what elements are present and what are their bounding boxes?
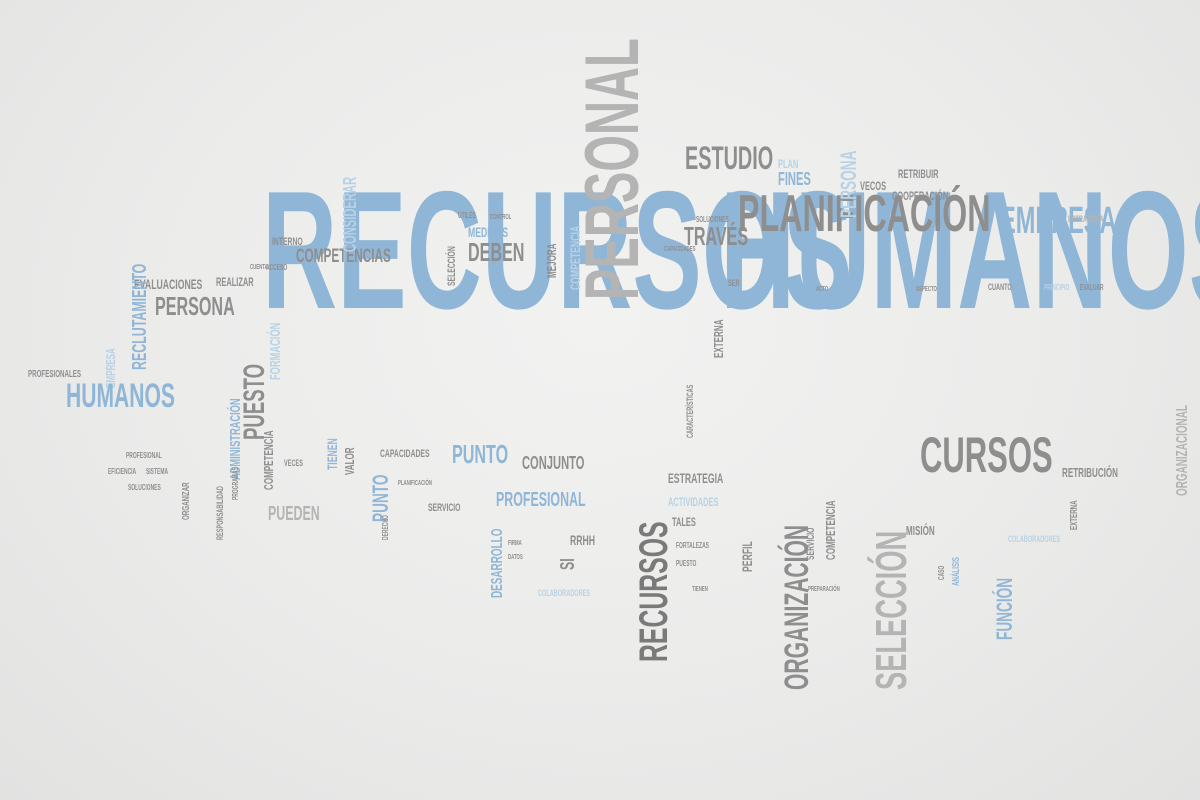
cloud-word: PROGRAMAS: [231, 467, 240, 500]
cloud-word: MISIÓN: [906, 522, 935, 538]
cloud-word: PLAN: [778, 157, 799, 172]
cloud-word: ANÁLISIS: [951, 557, 962, 586]
cloud-word: PLANIFICACIÓN: [738, 185, 991, 244]
cloud-word: EVALUAR: [1080, 282, 1104, 292]
cloud-word: PUESTO: [676, 558, 697, 568]
cloud-word: RETRIBUIR: [898, 167, 939, 182]
cloud-word: ÚTILES: [458, 210, 476, 220]
cloud-word: ESTUDIO: [685, 140, 774, 177]
cloud-word: VECOS: [860, 179, 887, 194]
cloud-word: CONJUNTO: [522, 452, 585, 473]
cloud-word: CUENTA: [250, 264, 268, 272]
cloud-word: FIRMA: [508, 540, 522, 548]
cloud-word: PROFESIONAL: [126, 450, 162, 460]
cloud-word: CONTROL: [490, 214, 512, 222]
cloud-word: HUMANOS: [720, 155, 1200, 344]
cloud-word: RECURSOS: [632, 521, 676, 662]
cloud-word: DATOS: [508, 554, 523, 562]
cloud-word: SISTEMA: [146, 466, 169, 476]
cloud-word: VECES: [284, 457, 303, 468]
cloud-word: FUNCIÓN: [992, 577, 1017, 640]
cloud-word: SERVICIO: [428, 502, 461, 515]
cloud-word: COMPETENCIA: [261, 430, 276, 490]
cloud-word: EXTERNA: [1069, 500, 1080, 530]
cloud-word: COOPERACIÓN: [892, 189, 949, 204]
cloud-word: FORMACIÓN: [267, 322, 284, 380]
cloud-word: EMPRESA: [1000, 199, 1117, 242]
cloud-word: CURSOS: [920, 427, 1053, 483]
cloud-word: SELECCIÓN: [867, 530, 916, 690]
cloud-word: TRAVÉS: [684, 221, 749, 252]
cloud-word: HUMANOS: [66, 376, 175, 415]
cloud-word: COMPETENCIA: [823, 500, 838, 560]
cloud-word: PERFIL: [739, 541, 755, 572]
cloud-word: PROFESIONAL: [496, 489, 586, 511]
cloud-word: RRHH: [570, 531, 596, 548]
cloud-word: PERSONAL: [570, 38, 655, 301]
cloud-word: TIENEN: [692, 586, 708, 594]
cloud-word: PROFESIONALES: [28, 369, 82, 380]
cloud-word: PERSONA: [155, 291, 235, 322]
cloud-word: PUESTO: [238, 363, 271, 440]
cloud-word: RETRIBUCIÓN: [1062, 464, 1118, 480]
cloud-word: SERVICIO: [805, 527, 817, 560]
cloud-word: INTERNO: [272, 236, 303, 249]
cloud-word: CARACTERÍSTICAS: [685, 384, 695, 438]
cloud-word: EXTERNA: [711, 319, 726, 358]
cloud-word: SER: [728, 277, 740, 288]
cloud-word: SOLUCIONES: [696, 214, 729, 224]
cloud-word: PLANIFICACIÓN: [398, 480, 433, 488]
cloud-word: COMPETENCIAS: [296, 245, 391, 267]
cloud-word: EVALUACIONES: [134, 275, 203, 292]
cloud-word: SOLUCIONES: [128, 482, 161, 492]
cloud-word: DESARROLLO: [489, 528, 506, 598]
cloud-word: CASO: [937, 565, 946, 580]
cloud-word: ASPECTO: [916, 286, 937, 294]
cloud-word: PRINCIPIO: [1044, 282, 1070, 292]
cloud-word: SELECCIÓN: [446, 246, 458, 286]
cloud-word: ORGANIZACIONAL: [1174, 405, 1191, 496]
cloud-word: ESTRATEGIA: [668, 469, 724, 486]
cloud-word: MEDIDAS: [468, 223, 509, 240]
cloud-word: TIENEN: [324, 438, 340, 470]
cloud-word: REALIZAR: [216, 275, 254, 290]
cloud-word: ACCESO: [266, 262, 288, 272]
cloud-word: RECLUTAMIENTO: [129, 263, 151, 370]
cloud-word: CUANTO: [988, 281, 1012, 292]
cloud-word: PREPARACIÓN: [808, 586, 840, 594]
cloud-word: ACTO: [816, 286, 829, 294]
cloud-word: COLABORADORES: [538, 587, 591, 598]
cloud-word: FINES: [778, 168, 811, 189]
cloud-word: PERSONA: [836, 150, 861, 218]
cloud-word: VALOR: [342, 447, 357, 475]
cloud-word: PUNTO: [452, 439, 509, 470]
cloud-word: COMPETENCIA: [567, 225, 583, 290]
cloud-word: CAPACIDADES: [380, 448, 430, 461]
cloud-word: RECURSOS: [262, 155, 853, 344]
cloud-word: ORGANIZAR: [181, 482, 192, 520]
cloud-word: DEBEN: [468, 237, 525, 268]
cloud-word: PUEDEN: [268, 503, 320, 525]
cloud-word: ESTRATEGIA: [1068, 213, 1104, 224]
cloud-word: EFICIENCIA: [108, 466, 137, 476]
cloud-word: CONSIDERAR: [340, 176, 360, 252]
cloud-word: SI: [557, 558, 579, 570]
cloud-word: CAPACIDADES: [664, 246, 696, 254]
cloud-word: MEJORA: [544, 243, 559, 278]
cloud-word: RESPONSABILIDAD: [215, 486, 225, 540]
cloud-word: ACTIVIDADES: [668, 495, 719, 510]
cloud-word: DERECHO: [381, 515, 390, 540]
cloud-word: TALES: [672, 515, 696, 530]
cloud-word: FORTALEZAS: [676, 540, 709, 550]
cloud-word: COLABORADORES: [1008, 533, 1061, 544]
